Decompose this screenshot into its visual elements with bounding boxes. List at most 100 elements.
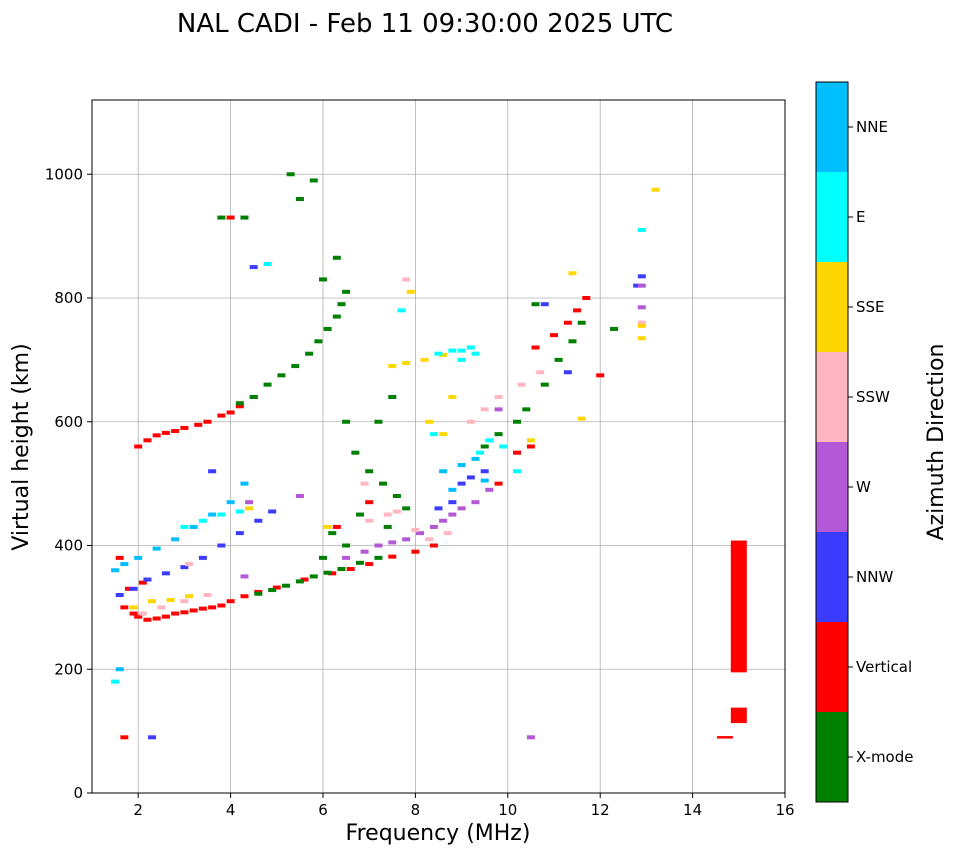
data-point-w [388,540,397,545]
y-tick-label: 400 [54,537,83,555]
data-point-vertical [411,549,420,554]
data-point-x-mode [402,506,411,511]
data-point-vertical [217,413,226,418]
colorbar-segment [816,442,848,532]
data-point-e [111,679,120,684]
data-point-x-mode [494,432,503,437]
data-point-sse [185,594,194,599]
data-point-nnw [434,506,443,511]
data-point-nnw [480,469,489,474]
colorbar-label-ssw: SSW [856,388,890,406]
x-tick-label: 2 [133,801,143,819]
data-point-vertical [217,603,226,608]
data-point-vertical [226,599,235,604]
x-tick-label: 14 [683,801,702,819]
data-point-nne [448,487,457,492]
colorbar-label-x-mode: X-mode [856,748,913,766]
data-point-ssw [443,531,452,536]
colorbar-segment [816,172,848,262]
data-point-nnw [180,565,189,570]
data-point-x-mode [342,543,351,548]
data-point-e [476,450,485,455]
data-point-vertical [226,215,235,220]
data-point-nnw [115,593,124,597]
data-point-e [485,438,494,443]
data-point-w [402,537,411,542]
data-point-vertical [134,614,143,619]
data-point-w [448,512,457,517]
data-point-nne [111,568,120,573]
data-point-sse [637,323,646,328]
data-point-x-mode [240,215,249,220]
data-point-ssw [425,537,434,542]
data-point-x-mode [309,178,318,183]
data-point-nne [115,667,124,672]
data-point-x-mode [295,197,304,201]
data-point-e [457,357,466,362]
data-point-vertical [563,320,572,325]
y-axis-ticks: 0 200 400 600 800 1000 [45,165,92,802]
data-point-w [240,574,249,579]
y-tick-label: 200 [54,660,83,678]
data-point-vertical [189,608,198,613]
data-point-vertical [138,580,147,585]
colorbar-label-e: E [856,208,865,226]
chart-title: NAL CADI - Feb 11 09:30:00 2025 UTC [177,9,673,39]
data-point-vertical [365,562,374,567]
data-point-vertical [226,410,235,415]
colorbar-label-nne: NNE [856,118,888,136]
data-point-vertical [388,554,397,559]
data-point-ssw [383,512,392,517]
data-point-sse [406,289,415,294]
data-point-w [374,543,383,548]
x-axis-label: Frequency (MHz) [346,821,531,846]
data-point-nne [480,478,489,483]
data-point-vertical [143,617,152,622]
data-point-e [499,444,508,449]
y-tick-label: 800 [54,289,83,307]
data-point-x-mode [319,277,327,282]
data-point-vertical [365,500,374,505]
data-point-w [457,506,466,511]
data-point-nnw [637,274,646,279]
data-point-nne [240,481,249,486]
data-point-e [513,469,522,474]
y-tick-label: 0 [73,784,83,802]
x-tick-label: 12 [591,801,610,819]
colorbar-label-sse: SSE [856,298,885,316]
data-point-vertical [332,524,341,529]
data-point-ssw [157,605,166,610]
data-point-e [429,432,438,437]
data-point-x-mode [254,591,263,596]
data-point-x-mode [291,364,300,369]
data-point-ssw [203,593,212,597]
data-point-ssw [185,562,194,567]
data-point-vertical [115,555,124,560]
y-axis-label: Virtual height (km) [9,343,34,550]
data-point-x-mode [351,450,360,455]
data-point-vertical [198,606,207,611]
data-point-x-mode [577,320,586,325]
data-point-sse [323,524,332,529]
data-point-nne [152,546,161,551]
colorbar-frame [815,81,849,803]
data-point-ssw [402,277,411,282]
x-axis-ticks: 2 4 6 8 10 12 14 16 [133,793,795,819]
data-point-sse [637,336,646,341]
data-point-ssw [411,528,420,533]
data-point-nnw [457,481,466,486]
data-point-x-mode [355,560,364,565]
data-point-vertical [161,614,170,619]
data-bar-vertical [730,540,747,673]
data-point-x-mode [342,419,351,424]
data-point-sse [245,506,254,511]
data-point-sse [439,432,448,437]
data-point-x-mode [305,351,314,356]
data-point-vertical [346,567,355,572]
data-point-sse [388,364,397,369]
data-point-vertical [129,611,138,616]
data-point-nne [471,456,480,461]
data-point-e [434,351,443,356]
data-point-x-mode [383,524,392,529]
data-point-w [526,735,535,740]
